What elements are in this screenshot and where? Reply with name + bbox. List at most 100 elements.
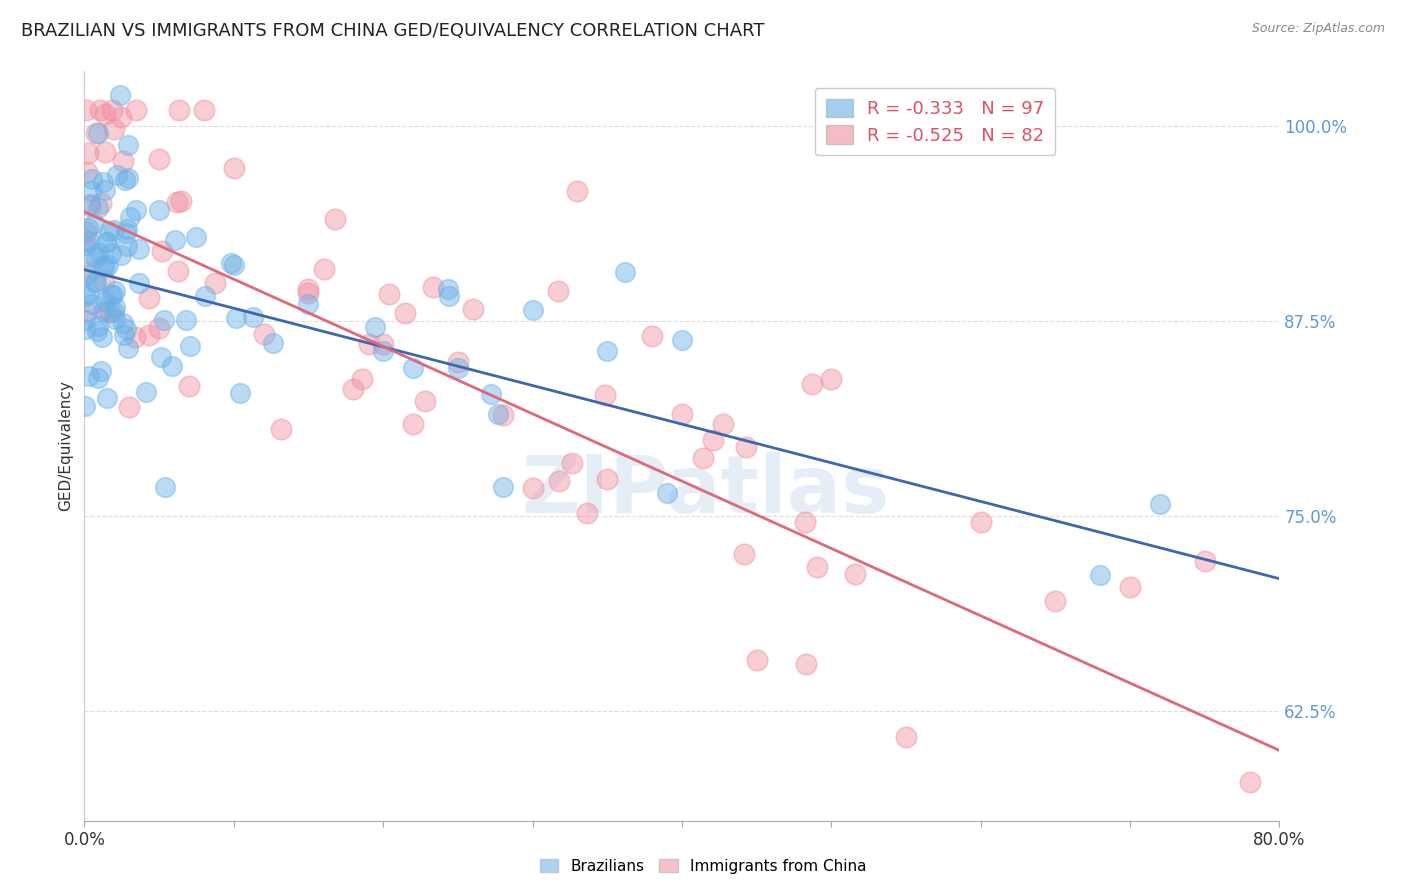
Point bbox=[422, 280, 444, 294]
Point bbox=[373, 344, 395, 359]
Point bbox=[77, 221, 100, 235]
Legend: Brazilians, Immigrants from China: Brazilians, Immigrants from China bbox=[533, 853, 873, 880]
Point bbox=[576, 506, 599, 520]
Point bbox=[253, 327, 276, 342]
Point bbox=[98, 224, 121, 238]
Text: ZIPatlas: ZIPatlas bbox=[522, 452, 890, 530]
Point bbox=[522, 481, 544, 495]
Point bbox=[297, 282, 319, 296]
Point bbox=[1149, 497, 1171, 511]
Point bbox=[79, 265, 101, 279]
Point bbox=[138, 291, 160, 305]
Point bbox=[402, 361, 425, 376]
Point bbox=[614, 265, 637, 279]
Point bbox=[103, 222, 125, 236]
Point bbox=[138, 328, 160, 343]
Point bbox=[702, 434, 724, 448]
Point bbox=[117, 341, 139, 355]
Point bbox=[820, 372, 842, 386]
Point bbox=[94, 183, 117, 197]
Point bbox=[222, 161, 245, 175]
Point bbox=[194, 289, 217, 303]
Point bbox=[1119, 580, 1142, 594]
Point bbox=[96, 391, 118, 405]
Point bbox=[128, 242, 150, 256]
Point bbox=[104, 300, 127, 314]
Point bbox=[522, 303, 544, 318]
Point bbox=[373, 337, 395, 351]
Point bbox=[270, 422, 292, 436]
Point bbox=[94, 235, 117, 249]
Point bbox=[745, 653, 768, 667]
Point bbox=[114, 322, 136, 336]
Point bbox=[596, 344, 619, 359]
Point bbox=[179, 339, 201, 353]
Point bbox=[77, 287, 100, 301]
Point bbox=[79, 197, 101, 211]
Point bbox=[104, 311, 127, 326]
Point bbox=[101, 288, 124, 302]
Point bbox=[75, 103, 97, 118]
Point bbox=[153, 313, 176, 327]
Point bbox=[1045, 594, 1067, 608]
Point bbox=[117, 171, 139, 186]
Point bbox=[128, 276, 150, 290]
Point bbox=[76, 226, 98, 240]
Point bbox=[150, 244, 173, 259]
Point bbox=[692, 451, 714, 466]
Point bbox=[167, 103, 190, 118]
Point bbox=[80, 297, 103, 311]
Point bbox=[111, 317, 134, 331]
Point bbox=[110, 247, 132, 261]
Point bbox=[242, 310, 264, 325]
Point bbox=[76, 165, 98, 179]
Point bbox=[94, 107, 117, 121]
Point bbox=[447, 355, 470, 369]
Text: Source: ZipAtlas.com: Source: ZipAtlas.com bbox=[1251, 22, 1385, 36]
Point bbox=[437, 282, 460, 296]
Point bbox=[184, 230, 207, 244]
Point bbox=[87, 371, 110, 385]
Point bbox=[101, 103, 124, 118]
Point bbox=[1239, 774, 1261, 789]
Point bbox=[225, 311, 247, 326]
Point bbox=[174, 313, 197, 327]
Point bbox=[567, 184, 589, 198]
Point bbox=[98, 304, 121, 318]
Point bbox=[87, 202, 110, 216]
Point bbox=[79, 199, 101, 213]
Point bbox=[73, 237, 96, 252]
Point bbox=[547, 284, 569, 298]
Point bbox=[79, 369, 101, 384]
Point bbox=[83, 218, 105, 232]
Point bbox=[75, 234, 97, 248]
Point bbox=[75, 322, 97, 336]
Point bbox=[437, 288, 460, 302]
Point bbox=[118, 400, 141, 414]
Point bbox=[170, 194, 193, 208]
Point bbox=[90, 195, 112, 210]
Point bbox=[82, 172, 104, 186]
Point bbox=[100, 246, 122, 260]
Point bbox=[394, 306, 416, 320]
Point bbox=[96, 305, 118, 319]
Point bbox=[87, 319, 110, 334]
Point bbox=[110, 111, 132, 125]
Point bbox=[93, 273, 115, 287]
Point bbox=[593, 388, 616, 402]
Point bbox=[79, 234, 101, 248]
Point bbox=[125, 202, 148, 217]
Point bbox=[844, 567, 866, 582]
Point bbox=[794, 515, 817, 529]
Point bbox=[222, 258, 245, 272]
Point bbox=[794, 657, 817, 671]
Point bbox=[229, 386, 252, 401]
Point bbox=[204, 276, 226, 290]
Point bbox=[84, 275, 107, 289]
Point bbox=[86, 324, 108, 338]
Point bbox=[97, 258, 120, 272]
Point bbox=[970, 515, 993, 529]
Point bbox=[671, 407, 693, 421]
Point bbox=[596, 472, 619, 486]
Point bbox=[100, 288, 122, 302]
